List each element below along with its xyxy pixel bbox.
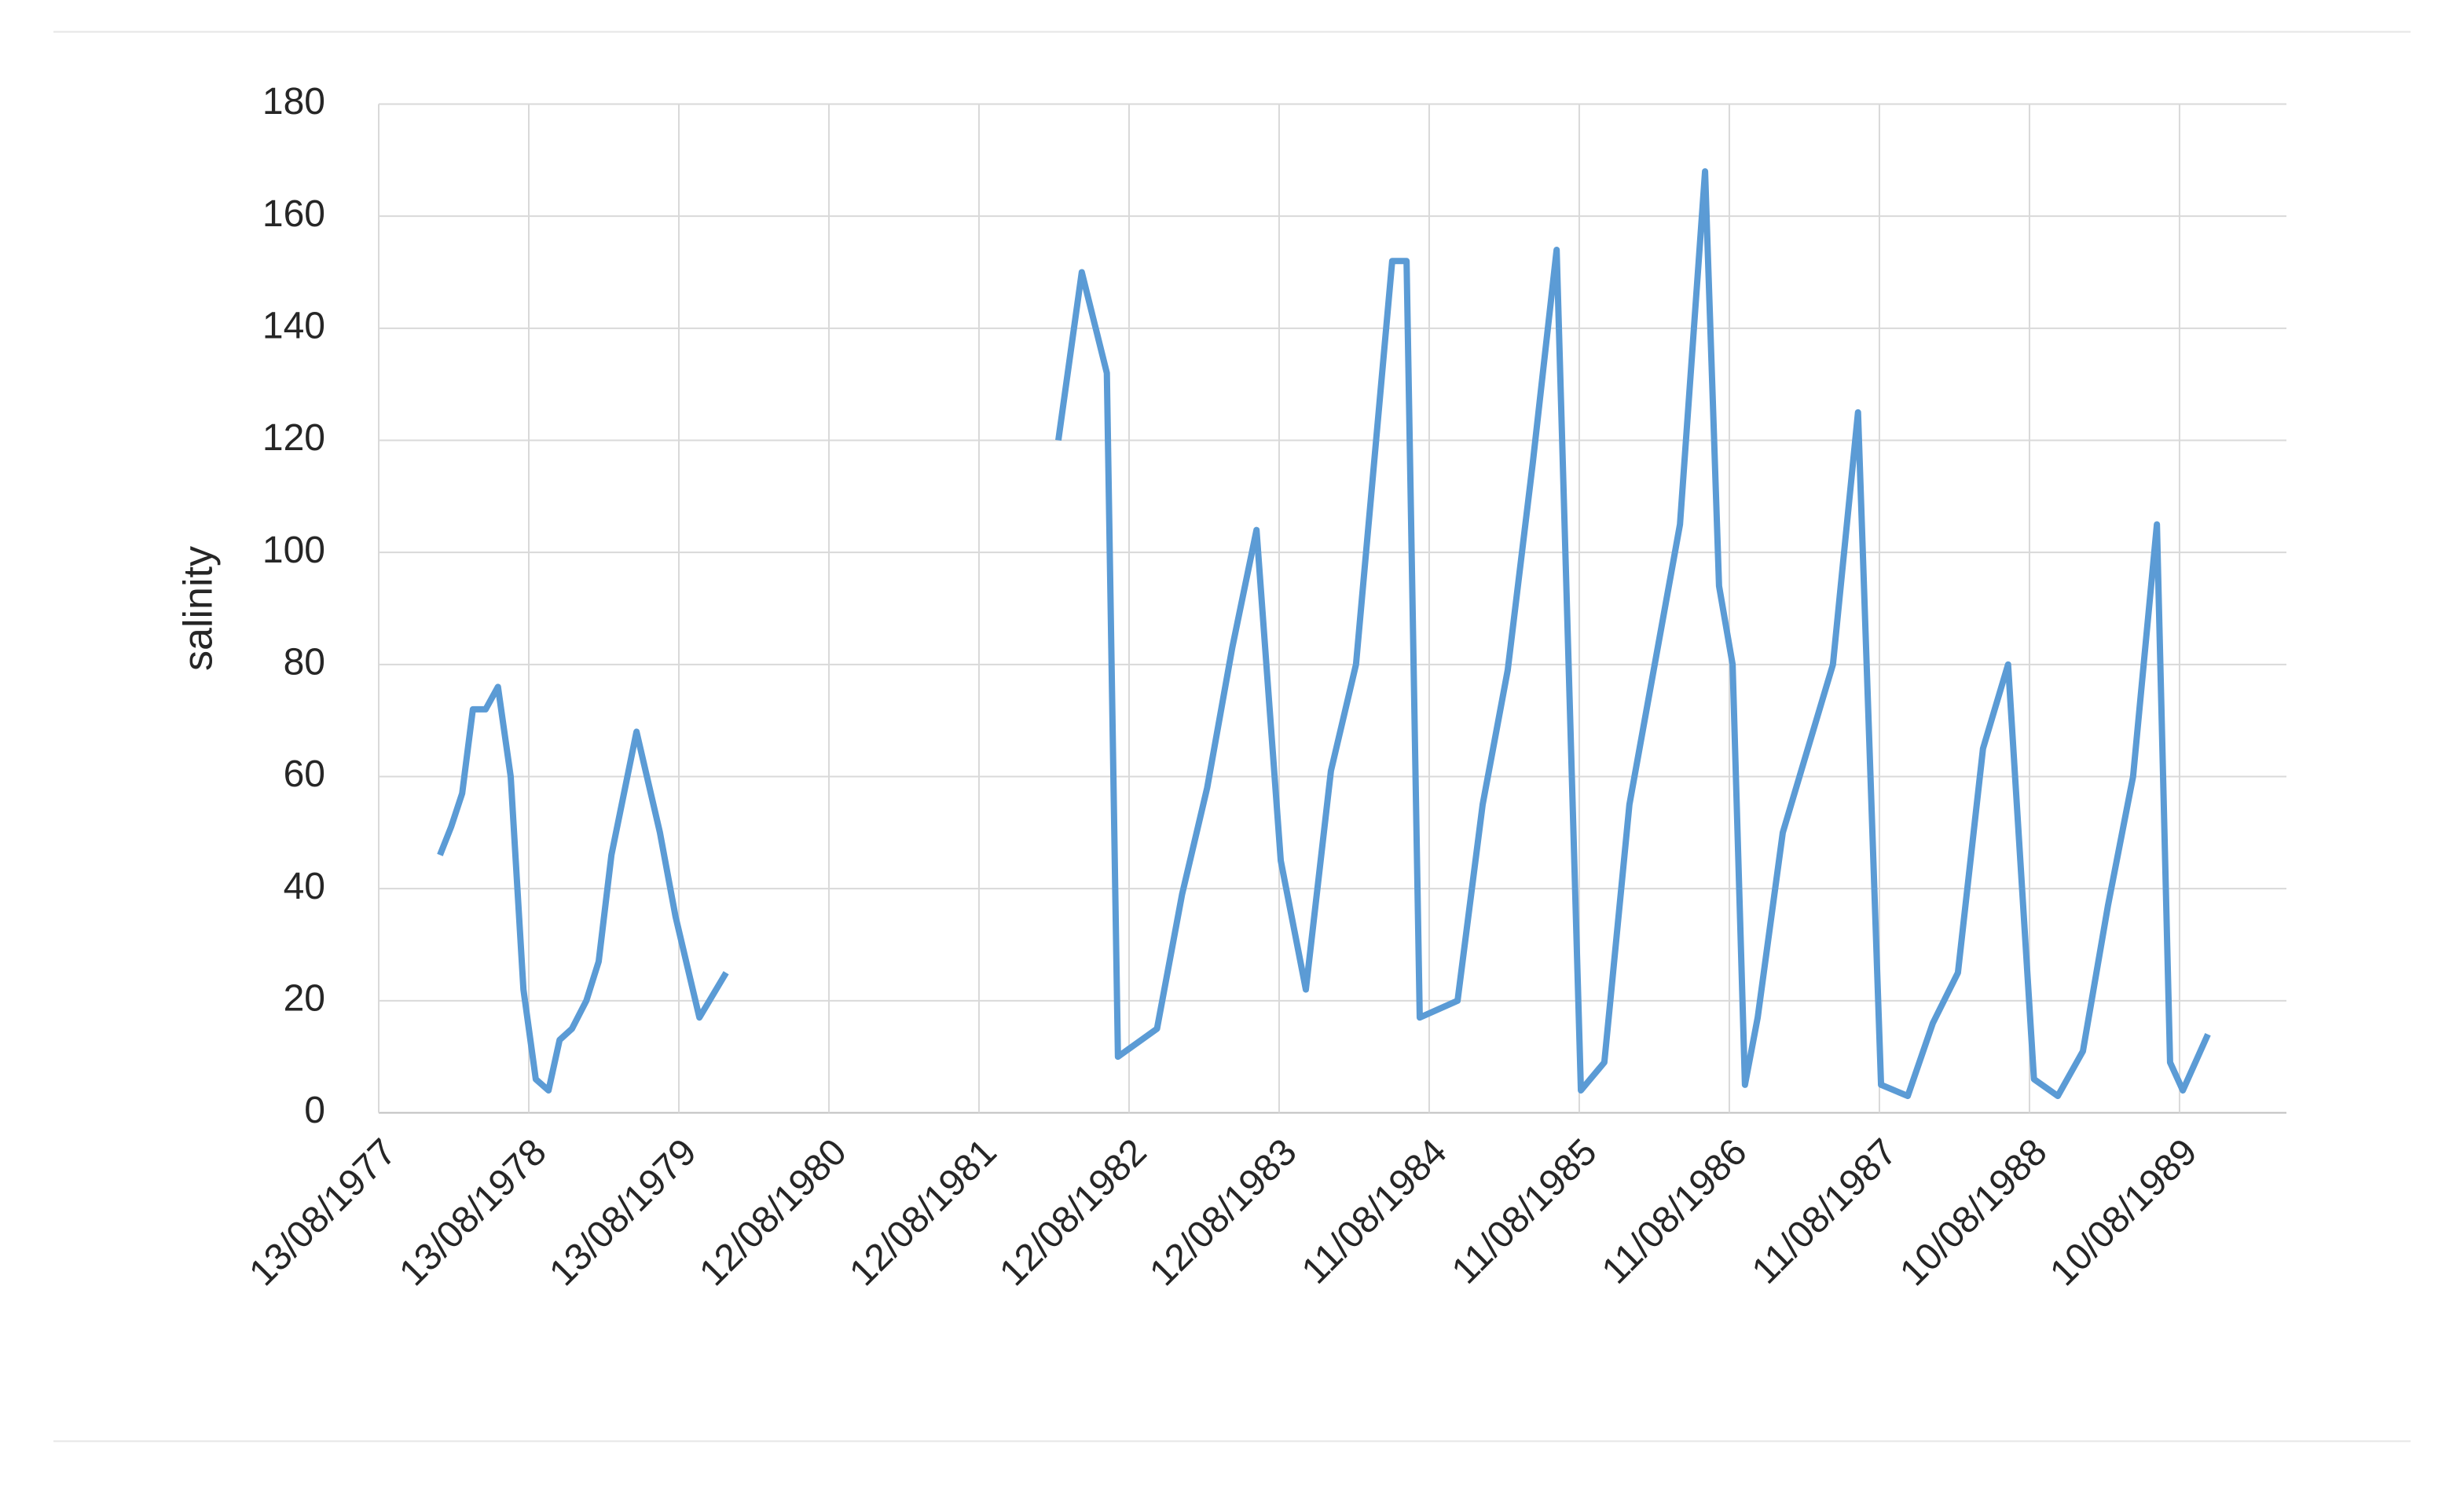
y-tick-label: 120	[262, 417, 325, 459]
y-tick-label: 160	[262, 193, 325, 235]
x-tick-label: 13/08/1978	[391, 1131, 554, 1294]
y-tick-label: 180	[262, 81, 325, 123]
x-tick-label: 11/08/1987	[1744, 1131, 1905, 1292]
data-line	[437, 168, 2211, 1100]
x-tick-label: 13/08/1979	[541, 1131, 704, 1294]
y-tick-label: 100	[262, 529, 325, 571]
x-tick-label: 12/08/1983	[1142, 1131, 1304, 1294]
x-tick-label: 11/08/1985	[1444, 1131, 1605, 1292]
x-tick-label: 12/08/1980	[691, 1131, 854, 1294]
x-tick-label: 13/08/1977	[241, 1131, 404, 1294]
x-tick-label: 10/08/1989	[2042, 1131, 2205, 1294]
x-tick-label: 10/08/1988	[1892, 1131, 2055, 1294]
y-tick-label: 60	[284, 753, 325, 795]
y-tick-label: 0	[304, 1090, 325, 1131]
y-tick-label: 80	[284, 642, 325, 683]
y-tick-label: 20	[284, 978, 325, 1020]
y-tick-label: 140	[262, 306, 325, 347]
y-tick-label: 40	[284, 866, 325, 907]
x-tick-label: 11/08/1984	[1294, 1131, 1455, 1292]
x-tick-label: 12/08/1981	[842, 1131, 1004, 1294]
x-tick-label: 11/08/1986	[1594, 1131, 1755, 1292]
x-tick-label: 12/08/1982	[992, 1131, 1154, 1294]
y-axis-title: salinity	[176, 546, 222, 671]
